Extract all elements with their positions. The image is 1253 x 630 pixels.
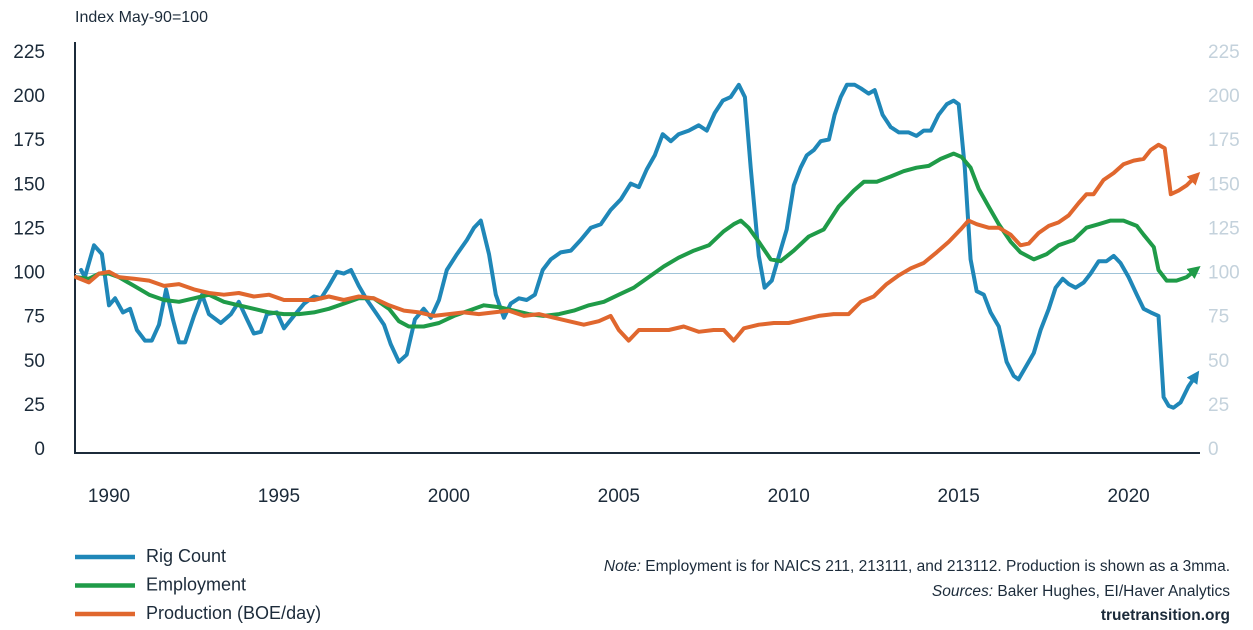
note-text: Employment is for NAICS 211, 213111, and… — [641, 558, 1230, 575]
y-tick-label: 200 — [13, 86, 45, 107]
note-label: Note: — [604, 558, 641, 575]
series-line — [79, 82, 1200, 410]
y2-tick-label: 75 — [1208, 307, 1229, 328]
y2-tick-label: 25 — [1208, 395, 1229, 416]
y2-tick-label: 225 — [1208, 42, 1240, 63]
y-tick-label: 0 — [34, 439, 45, 460]
y-tick-label: 25 — [24, 395, 45, 416]
y-tick-label: 50 — [24, 351, 45, 372]
y-tick-label: 175 — [13, 130, 45, 151]
x-tick-label: 1990 — [88, 486, 130, 507]
y-tick-label: 125 — [13, 218, 45, 239]
legend-label: Production (BOE/day) — [146, 603, 321, 623]
sources-label: Sources: — [932, 583, 993, 600]
y-tick-label: 225 — [13, 42, 45, 63]
x-tick-label: 2015 — [938, 486, 980, 507]
x-tick-label: 1995 — [258, 486, 300, 507]
x-tick-label: 2020 — [1107, 486, 1149, 507]
series-line — [74, 151, 1201, 329]
y2-tick-label: 150 — [1208, 174, 1240, 195]
legend-label: Rig Count — [146, 546, 226, 566]
y-tick-label: 100 — [13, 263, 45, 284]
y-tick-label: 150 — [13, 174, 45, 195]
x-tick-label: 2005 — [598, 486, 640, 507]
y2-tick-label: 0 — [1208, 439, 1219, 460]
y2-tick-label: 175 — [1208, 130, 1240, 151]
x-tick-label: 2010 — [768, 486, 810, 507]
y2-tick-label: 100 — [1208, 263, 1240, 284]
y2-tick-label: 200 — [1208, 86, 1240, 107]
y2-tick-label: 125 — [1208, 218, 1240, 239]
website: truetransition.org — [1101, 607, 1230, 624]
sources-text: Baker Hughes, EI/Haver Analytics — [993, 583, 1230, 600]
y2-tick-label: 50 — [1208, 351, 1229, 372]
note: Note: Employment is for NAICS 211, 21311… — [604, 558, 1230, 575]
y-tick-label: 75 — [24, 307, 45, 328]
sources: Sources: Baker Hughes, EI/Haver Analytic… — [932, 583, 1230, 600]
axis-label: Index May-90=100 — [75, 9, 208, 26]
x-tick-label: 2000 — [428, 486, 470, 507]
legend-label: Employment — [146, 574, 246, 594]
series-line — [74, 142, 1201, 343]
